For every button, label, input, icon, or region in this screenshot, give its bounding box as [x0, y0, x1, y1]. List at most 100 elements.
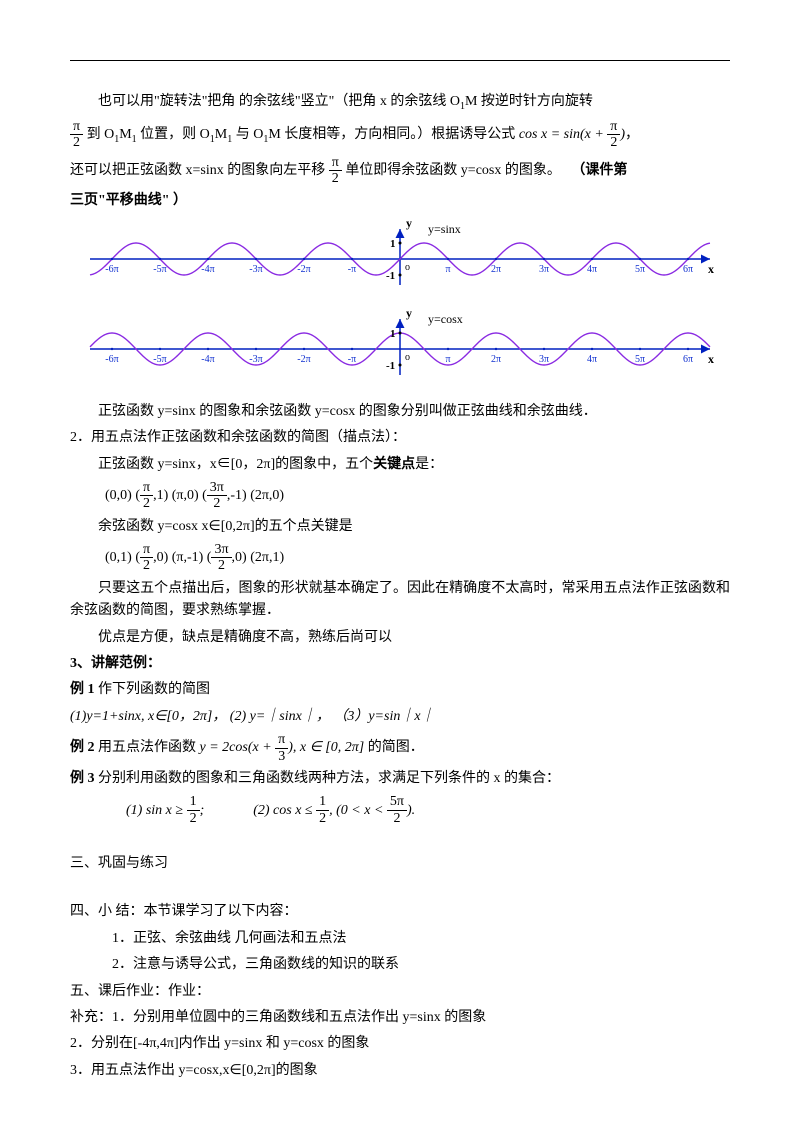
text: ,-1) (2π,0) — [227, 488, 284, 503]
svg-text:6π: 6π — [683, 264, 693, 275]
example-2: 例 2 用五点法作函数 y = 2cos(x + π3), x ∈ [0, 2π… — [70, 732, 730, 764]
top-rule — [70, 60, 730, 61]
paragraph-5: 2．用五点法作正弦函数和余弦函数的简图（描点法）： — [70, 427, 730, 449]
svg-text:2π: 2π — [491, 264, 501, 275]
text-bold: 关键点 — [373, 457, 415, 472]
text: M 按逆时针方向旋转 — [465, 94, 593, 109]
cosine-key-points: (0,1) (π2,0) (π,-1) (3π2,0) (2π,1) — [105, 542, 730, 574]
paragraph-1: 也可以用"旋转法"把角 的余弦线"竖立"（把角 x 的余弦线 O1M 按逆时针方… — [70, 91, 730, 115]
svg-text:x: x — [708, 262, 714, 276]
text: (0,0) ( — [105, 488, 140, 503]
paragraph-1b: π2 到 O1M1 位置，则 O1M1 与 O1M 长度相等，方向相同。）根据诱… — [70, 119, 730, 151]
example-3-equations: (1) sin x ≥ 12; (2) cos x ≤ 12, (0 < x <… — [126, 794, 730, 826]
svg-text:y=cosx: y=cosx — [428, 312, 463, 326]
text: 还可以把正弦函数 x=sinx 的图象向左平移 — [70, 163, 325, 178]
text: 单位即得余弦函数 y=cosx 的图象。 — [345, 163, 561, 178]
svg-text:-4π: -4π — [201, 354, 214, 365]
svg-text:y: y — [406, 219, 412, 230]
svg-text:3π: 3π — [539, 264, 549, 275]
text: 的简图． — [368, 740, 424, 755]
svg-text:3π: 3π — [539, 354, 549, 365]
svg-text:-1: -1 — [386, 360, 395, 372]
text: (0,1) ( — [105, 550, 140, 565]
paragraph-9: 优点是方便，缺点是精确度不高，熟练后尚可以 — [70, 627, 730, 649]
text: ,0) (π,-1) ( — [153, 550, 211, 565]
text: ,1) (π,0) ( — [153, 488, 207, 503]
svg-text:-2π: -2π — [297, 354, 310, 365]
formula-cos-sin: cos x = sin(x + π2) — [519, 127, 625, 142]
section-3-title: 3、讲解范例： — [70, 653, 730, 675]
text: M — [119, 127, 131, 142]
fraction-pi-2: π2 — [140, 480, 153, 512]
svg-text:π: π — [445, 354, 450, 365]
text: 分别利用函数的图象和三角函数线两种方法，求满足下列条件的 x 的集合： — [95, 771, 561, 786]
svg-text:-6π: -6π — [105, 264, 118, 275]
svg-text:o: o — [405, 262, 410, 273]
supplement-1: 补充：1．分别用单位圆中的三角函数线和五点法作出 y=sinx 的图象 — [70, 1007, 730, 1029]
paragraph-7: 余弦函数 y=cosx x∈[0,2π]的五个点关键是 — [70, 516, 730, 538]
svg-text:-6π: -6π — [105, 354, 118, 365]
svg-text:4π: 4π — [587, 264, 597, 275]
paragraph-8: 只要这五个点描出后，图象的形状就基本确定了。因此在精确度不太高时，常采用五点法作… — [70, 578, 730, 623]
document-page: 也可以用"旋转法"把角 的余弦线"竖立"（把角 x 的余弦线 O 1 M 按逆时针方… — [0, 0, 800, 1132]
svg-text:5π: 5π — [635, 264, 645, 275]
frac-num: π — [70, 119, 83, 135]
fraction-pi-2: π2 — [140, 542, 153, 574]
svg-text:-2π: -2π — [297, 264, 310, 275]
paragraph-6: 正弦函数 y=sinx，x∈[0，2π]的图象中，五个关键点是： — [70, 454, 730, 476]
example-label: 例 2 — [70, 740, 95, 755]
supplement-2: 2．分别在[-4π,4π]内作出 y=sinx 和 y=cosx 的图象 — [70, 1033, 730, 1055]
sine-key-points: (0,0) (π2,1) (π,0) (3π2,-1) (2π,0) — [105, 480, 730, 512]
text: 与 O — [232, 127, 263, 142]
fraction-3pi-2: 3π2 — [207, 480, 227, 512]
text: M 长度相等，方向相同。）根据诱导公式 — [268, 127, 515, 142]
svg-text:5π: 5π — [635, 354, 645, 365]
text: M — [215, 127, 227, 142]
paragraph-3: 三页"平移曲线" ） — [70, 190, 730, 212]
text: 也可以用"旋转法"把角 的余弦线"竖立"（把角 x 的余弦线 O — [98, 94, 460, 109]
fraction-3pi-2: 3π2 — [211, 542, 231, 574]
heading-practice: 三、巩固与练习 — [70, 853, 730, 875]
text: cos x = sin(x + — [519, 127, 607, 142]
svg-text:2π: 2π — [491, 354, 501, 365]
eq1: (1) sin x ≥ 12; — [126, 803, 204, 818]
heading-summary: 四、小 结：本节课学习了以下内容： — [70, 901, 730, 923]
paragraph-4: 正弦函数 y=sinx 的图象和余弦函数 y=cosx 的图象分别叫做正弦曲线和… — [70, 401, 730, 423]
svg-text:-4π: -4π — [201, 264, 214, 275]
svg-text:1: 1 — [390, 328, 396, 340]
svg-text:-1: -1 — [386, 270, 395, 282]
fraction-5pi-2: 5π2 — [387, 794, 407, 826]
example-label: 例 1 — [70, 682, 95, 697]
fraction-pi-3: π3 — [275, 732, 288, 764]
heading-homework: 五、课后作业：作业： — [70, 981, 730, 1003]
summary-item-1: 1．正弦、余弦曲线 几何画法和五点法 — [112, 928, 730, 950]
text-bold: （课件第 — [571, 163, 627, 178]
svg-text:4π: 4π — [587, 354, 597, 365]
svg-text:o: o — [405, 352, 410, 363]
svg-text:-5π: -5π — [153, 264, 166, 275]
paragraph-2: 还可以把正弦函数 x=sinx 的图象向左平移 π2 单位即得余弦函数 y=co… — [70, 155, 730, 187]
fraction-half: 12 — [316, 794, 329, 826]
svg-text:-3π: -3π — [249, 354, 262, 365]
text: 作下列函数的简图 — [95, 682, 211, 697]
supplement-3: 3．用五点法作出 y=cosx,x∈[0,2π]的图象 — [70, 1060, 730, 1082]
svg-text:-5π: -5π — [153, 354, 166, 365]
svg-text:1: 1 — [390, 238, 396, 250]
svg-text:-π: -π — [348, 264, 356, 275]
svg-text:π: π — [445, 264, 450, 275]
fraction-pi-2: π2 — [329, 155, 342, 187]
svg-text:6π: 6π — [683, 354, 693, 365]
example-label: 例 3 — [70, 771, 95, 786]
example-1: 例 1 作下列函数的简图 — [70, 679, 730, 701]
fraction-half: 12 — [187, 794, 200, 826]
svg-text:y: y — [406, 306, 412, 320]
fraction-pi-2: π2 — [607, 119, 620, 151]
fraction-pi-2: π2 — [70, 119, 83, 151]
svg-text:-π: -π — [348, 354, 356, 365]
svg-text:x: x — [708, 352, 714, 366]
text: 到 O — [87, 127, 115, 142]
text: ,0) (2π,1) — [232, 550, 285, 565]
svg-text:y=sinx: y=sinx — [428, 222, 461, 236]
text: ， — [625, 127, 639, 142]
frac-den: 2 — [70, 135, 83, 150]
